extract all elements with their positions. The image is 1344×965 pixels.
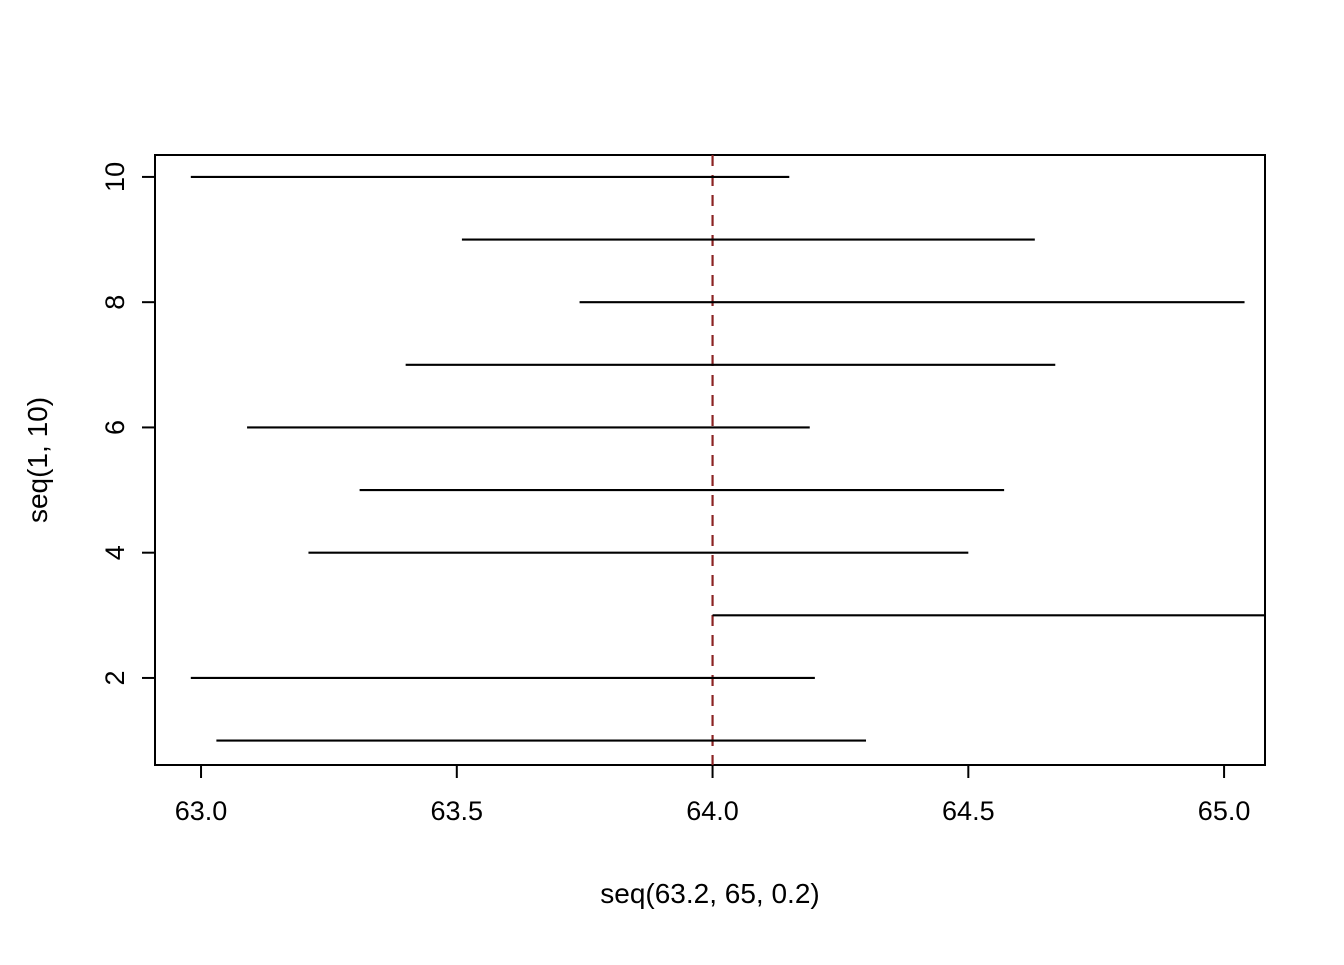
x-tick-label: 63.5 bbox=[431, 796, 484, 826]
x-tick-label: 63.0 bbox=[175, 796, 228, 826]
x-tick-label: 64.5 bbox=[942, 796, 995, 826]
plot-box bbox=[154, 154, 1266, 766]
y-tick-label: 4 bbox=[100, 545, 130, 560]
y-axis-label: seq(1, 10) bbox=[22, 397, 53, 523]
y-tick-label: 8 bbox=[100, 295, 130, 310]
y-tick-label: 6 bbox=[100, 420, 130, 435]
y-tick-label: 2 bbox=[100, 670, 130, 685]
x-axis-label: seq(63.2, 65, 0.2) bbox=[600, 878, 819, 909]
x-tick-label: 64.0 bbox=[686, 796, 739, 826]
y-tick-label: 10 bbox=[100, 162, 130, 192]
x-tick-label: 65.0 bbox=[1198, 796, 1251, 826]
